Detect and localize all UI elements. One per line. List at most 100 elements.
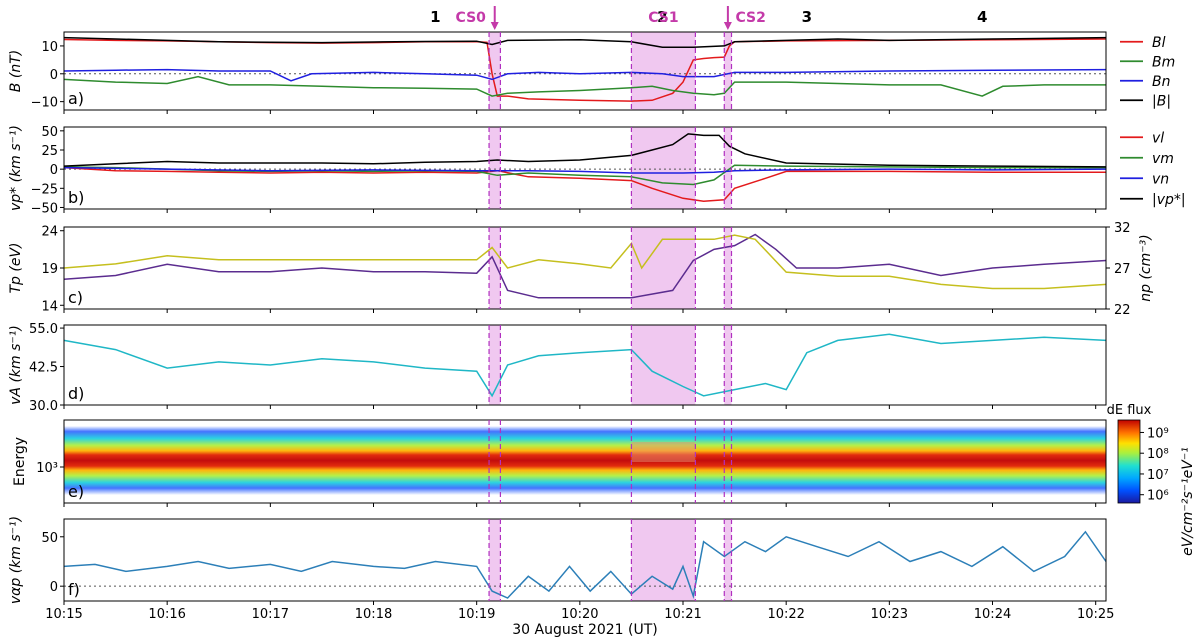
current-sheet-shading [489,32,732,601]
cs-band [631,127,696,209]
xtick-label: 10:23 [871,607,908,622]
cs-band [724,519,732,601]
panel-frame [63,126,1107,210]
ylabel-right: np (cm⁻³) [1138,234,1154,301]
series-line-Tp [63,233,1107,299]
cs-label: CS0 [456,10,487,26]
series-line-np [63,234,1107,290]
legend-entry: vl [1152,130,1164,146]
series-line-B [63,36,1107,49]
panel-frame [63,324,1107,406]
series-line-vA [63,333,1107,398]
cs-band [489,325,501,405]
legend: vl vm vn |vp*| [1120,130,1186,208]
xtick-label: 10:22 [767,607,804,622]
ylabel: vαp (km s⁻¹) [8,516,24,604]
cs-band [724,32,732,110]
legend-entry: Bn [1152,74,1170,90]
ytick-label: 10 [41,40,58,55]
ytick-label: −10 [31,96,58,111]
region-label: 3 [802,8,812,26]
panel-frame [63,226,1107,310]
colorbar-label: eV/cm⁻²s⁻¹eV⁻¹ [1180,447,1196,556]
colorbar-tick-label: 10⁷ [1147,468,1169,483]
colorbar-tick-label: 10⁶ [1147,489,1169,504]
panel-frame [63,31,1107,111]
region-label: 2 [657,8,667,26]
ytick-label: 50 [41,125,58,140]
series-line-vn [63,166,1107,174]
current-sheet-boundaries [488,32,733,601]
legend-entry: Bl [1152,35,1166,51]
panel-label: a) [68,89,84,108]
ytick-right-label: 27 [1114,262,1131,277]
x-axis: 10:15 10:16 10:17 10:18 10:19 10:20 10:21 10:22… [45,110,1114,637]
ytick-label: 0 [50,68,58,83]
panel-frame [63,518,1107,602]
region-label: 4 [977,8,987,26]
series-line-Bn [63,68,1107,82]
xlabel: 30 August 2021 (UT) [512,622,658,637]
ylabel: vA (km s⁻¹) [8,325,24,405]
cs-band [724,127,732,209]
legend-entry: Bm [1152,54,1175,70]
cs-band [631,325,696,405]
colorbar-tick-label: 10⁹ [1147,426,1169,441]
panel-label: e) [68,482,84,501]
colorbar-tick-label: 10⁸ [1147,447,1169,462]
panel-b: 50 25 0 −25 −50 vp* (km s⁻¹) b) vl vm vn |vp*| [8,125,1186,217]
xtick-label: 10:16 [148,607,185,622]
series-line-Bm [63,75,1106,97]
ylabel: Tp (eV) [8,242,24,293]
legend-entry: vm [1152,151,1174,167]
legend-entry: |B| [1152,93,1171,109]
xtick-label: 10:17 [252,607,289,622]
ylabel: vp* (km s⁻¹) [8,125,24,211]
cs-label: CS1 [648,10,678,26]
series-line-vp [63,133,1107,168]
cs-arrowhead [490,22,499,30]
panel-frame [63,419,1107,504]
colorbar-title: dE flux [1107,403,1152,418]
xtick-label: 10:21 [664,607,701,622]
xtick-label: 10:19 [458,607,495,622]
ytick-right-label: 32 [1114,221,1131,236]
legend-entry: vn [1152,171,1169,187]
ytick-label: 0 [50,163,58,178]
ytick-label: 42.5 [29,361,58,376]
region-label: 1 [430,8,440,26]
panel-label: f) [68,580,80,599]
cs-band [724,227,732,309]
panel-label: d) [68,384,84,403]
ylabel: Energy [12,437,28,486]
legend: Bl Bm Bn |B| [1120,35,1175,109]
series-line-vl [63,166,1106,203]
ytick-label: 50 [41,531,58,546]
ytick-label: −50 [31,201,58,216]
panel-e: 10³ Energy e) dE flux 10⁹ 10⁸ 10⁷ 10⁶ eV/cm⁻²s⁻¹… [12,403,1196,556]
legend-entry: |vp*| [1152,192,1186,208]
series-line-valphap [63,530,1107,600]
spectrogram-cs1-overlay [631,442,696,462]
ytick-label: 10³ [36,461,58,476]
cs-band [489,127,501,209]
ylabel: B (nT) [8,50,24,92]
colorbar [1117,419,1141,504]
ytick-right-label: 22 [1114,303,1131,318]
spectrogram [64,426,1106,495]
cs-arrowhead [723,22,732,30]
cs-label: CS2 [735,10,765,26]
panel-c: 24 19 14 32 27 22 np (cm⁻³) Tp (eV) c) [8,221,1154,318]
ytick-label: 25 [41,144,58,159]
cs-band [489,32,501,110]
xtick-label: 10:24 [974,607,1011,622]
cs-band [489,519,501,601]
ytick-label: 30.0 [29,399,58,414]
xtick-label: 10:25 [1077,607,1114,622]
xtick-label: 10:18 [355,607,392,622]
panel-label: b) [68,188,84,207]
panel-a: 10 0 −10 B (nT) a) Bl Bm Bn |B| [8,31,1175,111]
panel-label: c) [68,288,83,307]
panel-f: 50 0 vαp (km s⁻¹) f) [8,516,1107,604]
